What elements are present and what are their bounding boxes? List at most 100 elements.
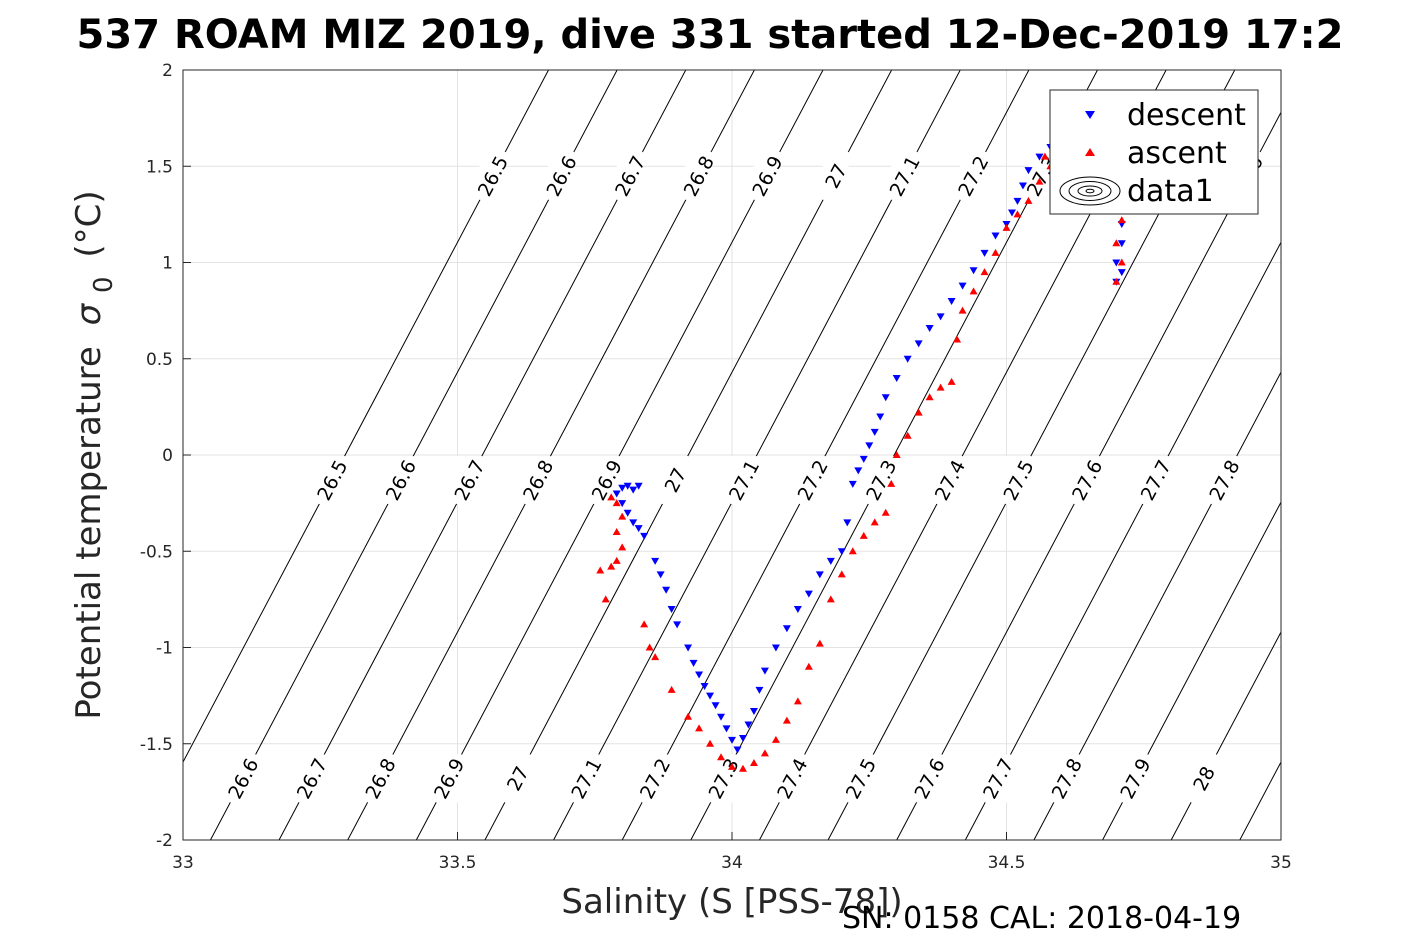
isopycnal-label-bg bbox=[1190, 754, 1217, 803]
isopycnal-label-bg bbox=[730, 456, 757, 505]
isopycnal-label-bg bbox=[1073, 456, 1100, 505]
x-axis-label: Salinity (S [PSS-78]) bbox=[561, 882, 902, 922]
y-tick-label: 1.5 bbox=[146, 157, 173, 177]
ascent-point bbox=[793, 697, 802, 705]
isopycnal-label-bg bbox=[1211, 456, 1238, 505]
ascent-point bbox=[612, 499, 621, 507]
ascent-point bbox=[612, 556, 621, 564]
isopycnal-line bbox=[1170, 631, 1281, 840]
isopycnal-label-bg bbox=[387, 456, 414, 505]
y-tick-label: -2 bbox=[156, 831, 173, 851]
ascent-point bbox=[903, 431, 912, 439]
ascent-point bbox=[749, 759, 758, 766]
chart-title: 537 ROAM MIZ 2019, dive 331 started 12-D… bbox=[77, 12, 1344, 58]
descent-point bbox=[903, 355, 912, 363]
ascent-point bbox=[859, 531, 868, 539]
ascent-point bbox=[618, 512, 627, 520]
ascent-point bbox=[717, 753, 726, 761]
isopycnal-line bbox=[964, 241, 1281, 840]
ascent-point bbox=[826, 595, 835, 603]
isopycnal-label-bg bbox=[298, 754, 325, 803]
ascent-point bbox=[815, 639, 824, 647]
descent-point bbox=[1117, 240, 1126, 248]
descent-point bbox=[656, 571, 665, 579]
descent-point bbox=[629, 486, 638, 494]
legend-data1-label: data1 bbox=[1127, 174, 1214, 209]
isopycnal-line bbox=[1102, 501, 1281, 840]
ascent-point bbox=[1112, 277, 1121, 285]
descent-point bbox=[623, 509, 632, 517]
ascent-point bbox=[1002, 223, 1011, 231]
isopycnal-label-bg bbox=[593, 456, 620, 505]
descent-point bbox=[947, 298, 956, 305]
ascent-point bbox=[1117, 258, 1126, 266]
y-tick-label: -1 bbox=[156, 639, 173, 659]
ascent-point bbox=[782, 716, 791, 724]
ascent-point bbox=[991, 248, 1000, 256]
descent-point bbox=[755, 686, 764, 694]
descent-point bbox=[914, 340, 923, 348]
descent-point bbox=[980, 249, 989, 257]
isopycnal-label-bg bbox=[754, 151, 781, 200]
ascent-point bbox=[1024, 196, 1033, 204]
ascent-point bbox=[947, 377, 956, 385]
ascent-point bbox=[667, 685, 676, 693]
ascent-point bbox=[881, 508, 890, 516]
descent-point bbox=[634, 482, 643, 490]
ascent-point bbox=[1112, 239, 1121, 247]
isopycnal-label-bg bbox=[435, 754, 462, 803]
descent-point bbox=[722, 725, 731, 733]
descent-point bbox=[700, 683, 709, 690]
ascent-point bbox=[706, 739, 715, 747]
ascent-point bbox=[601, 595, 610, 603]
descent-point bbox=[1007, 209, 1016, 217]
descent-point bbox=[640, 532, 649, 540]
descent-point bbox=[662, 586, 671, 594]
legend-descent-marker bbox=[1085, 111, 1095, 119]
x-tick-label: 35 bbox=[1270, 853, 1292, 873]
x-tick-label: 34.5 bbox=[988, 853, 1026, 873]
descent-point bbox=[618, 484, 627, 492]
descent-point bbox=[706, 692, 715, 700]
isopycnal-label-bg bbox=[685, 151, 712, 200]
descent-point bbox=[1018, 182, 1027, 190]
descent-point bbox=[1024, 167, 1033, 175]
ascent-point bbox=[1035, 177, 1044, 185]
descent-point bbox=[717, 713, 726, 721]
isopycnal-label-bg bbox=[548, 151, 575, 200]
y-tick-label: 0.5 bbox=[146, 350, 173, 370]
ascent-point bbox=[607, 493, 616, 501]
isopycnal-label-bg bbox=[1122, 754, 1149, 803]
data-points bbox=[596, 140, 1126, 772]
descent-point bbox=[738, 734, 747, 742]
ascent-point bbox=[892, 451, 901, 458]
ascent-point bbox=[848, 547, 857, 555]
descent-point bbox=[793, 606, 802, 613]
legend: descent ascent data1 bbox=[1049, 89, 1259, 215]
ascent-point bbox=[1117, 216, 1126, 224]
ascent-point bbox=[887, 479, 896, 487]
descent-point bbox=[1035, 153, 1044, 161]
descent-point bbox=[612, 490, 621, 498]
isopycnal-label-bg bbox=[318, 456, 345, 505]
y-tick-label: 1 bbox=[162, 254, 173, 274]
descent-point bbox=[848, 480, 857, 488]
isopycnal-label-bg bbox=[479, 151, 506, 200]
descent-point bbox=[623, 482, 632, 490]
descent-point bbox=[689, 659, 698, 667]
legend-box bbox=[1049, 89, 1259, 215]
descent-point bbox=[760, 667, 769, 675]
descent-point bbox=[744, 721, 753, 729]
y-tick-label: -1.5 bbox=[140, 735, 173, 755]
descent-point bbox=[854, 467, 863, 475]
legend-ascent-marker bbox=[1085, 148, 1095, 156]
ascent-point bbox=[640, 620, 649, 628]
isopycnal-label-bg bbox=[936, 456, 963, 505]
descent-point bbox=[1117, 269, 1126, 277]
descent-point bbox=[651, 557, 660, 565]
legend-contour-icon bbox=[1059, 176, 1121, 206]
isopycnal-label-bg bbox=[799, 456, 826, 505]
ascent-point bbox=[1013, 210, 1022, 218]
ascent-point bbox=[738, 764, 747, 772]
descent-point bbox=[771, 644, 780, 652]
